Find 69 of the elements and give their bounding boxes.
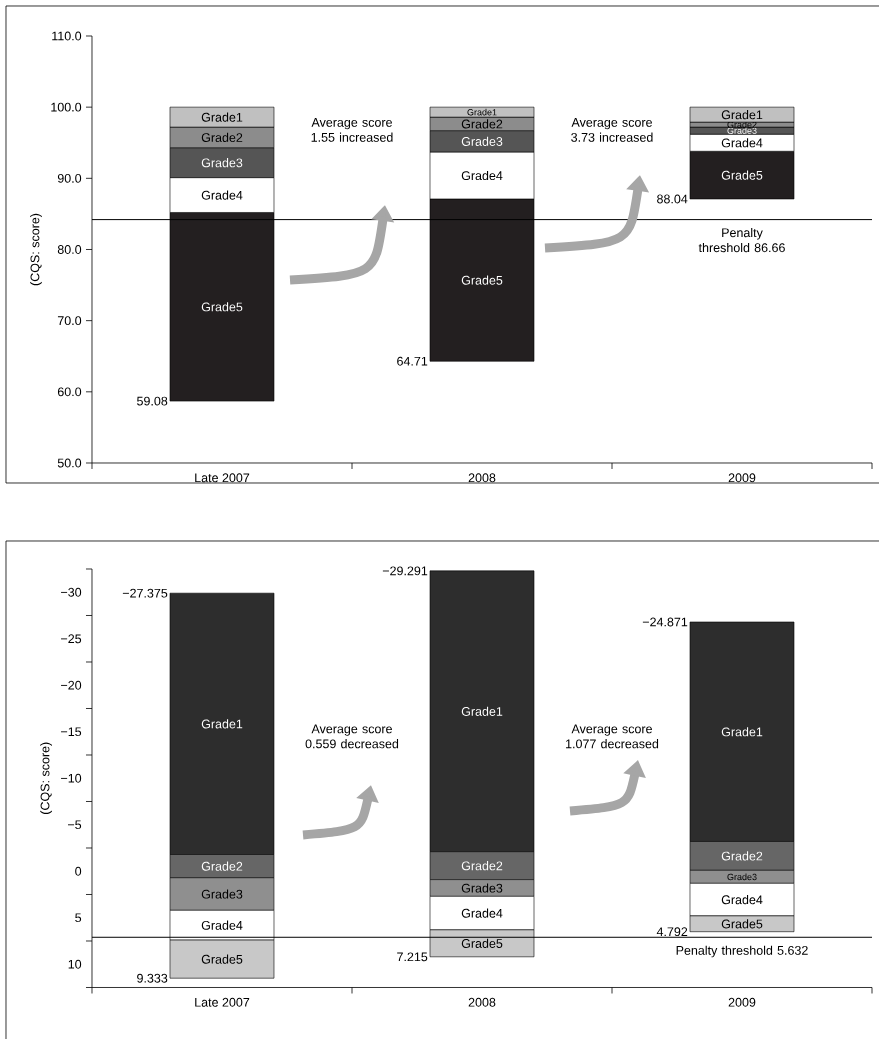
y-tick-label: 0 [75, 866, 82, 876]
series-label: Grade2 [201, 861, 243, 871]
y-tick-label: −25 [61, 634, 82, 644]
y-tick-label: −15 [61, 727, 82, 737]
series-label: Grade5 [721, 919, 763, 929]
y-tick-label: 60.0 [57, 387, 82, 397]
text: Grade3 [201, 889, 243, 899]
annotation: 9.333 [137, 973, 168, 983]
text: Grade3 [201, 158, 243, 168]
text: Grade5 [201, 302, 243, 312]
series-label: Grade5 [721, 170, 763, 180]
series-label: Grade3 [727, 873, 757, 881]
ref-line-label: Penalty threshold 5.632 [676, 945, 808, 958]
y-tick-label: 100.0 [51, 102, 82, 112]
text: Grade4 [721, 895, 763, 905]
text: Grade5 [201, 954, 243, 964]
text: Grade5 [461, 938, 503, 948]
annotation: 4.792 [656, 927, 688, 937]
y-tick-label: −5 [67, 820, 82, 830]
y-tick-label: 50.0 [57, 458, 82, 468]
annotation: −29.291 [382, 566, 428, 576]
series-label: Grade4 [721, 138, 763, 148]
annotation: −24.871 [642, 617, 688, 627]
text: Grade2 [461, 861, 503, 871]
ref-line-label: Penalty threshold 86.66 [698, 227, 785, 253]
y-tick-label: 10 [68, 959, 82, 969]
y-tick-label: −10 [61, 773, 82, 783]
x-tick-label: 2008 [468, 997, 496, 1007]
x-tick-label: Late 2007 [195, 473, 250, 483]
text: Grade1 [721, 110, 763, 120]
annotation: 7.215 [397, 952, 428, 962]
text: Grade3 [461, 136, 503, 146]
text: Grade4 [461, 908, 503, 918]
y-tick-label: 70.0 [57, 316, 82, 326]
y-tick-label: 5 [75, 913, 82, 923]
x-tick-label: Late 2007 [195, 997, 250, 1007]
y-tick-label: −20 [61, 680, 82, 690]
x-tick-label: 2009 [728, 473, 756, 483]
text: Grade1 [201, 112, 243, 122]
annotation: 64.71 [397, 356, 428, 366]
text: Grade5 [461, 275, 503, 285]
annotation: Average score 1.55 increased [311, 118, 393, 142]
series-label: Grade2 [727, 121, 757, 128]
text: Grade1 [201, 719, 243, 729]
x-tick-label: 2009 [728, 997, 756, 1007]
series-label: Grade4 [201, 920, 243, 930]
annotation: 59.08 [137, 396, 168, 406]
text: Grade3 [461, 883, 503, 893]
text: Grade2 [461, 119, 503, 129]
text: Grade4 [201, 190, 243, 200]
y-tick-label: 80.0 [57, 245, 82, 254]
series-label: Grade1 [467, 108, 497, 116]
text: Grade4 [461, 170, 503, 181]
annotation: Average score 1.077 decreased [566, 724, 659, 749]
y-tick-label: 90.0 [57, 173, 82, 183]
annotation: 88.04 [657, 194, 688, 204]
text: Grade2 [721, 851, 763, 861]
y-axis-title: (CQS: score) [30, 213, 42, 286]
text: Grade1 [721, 727, 763, 737]
y-tick-label: 110.0 [52, 31, 82, 41]
annotation: Average score 3.73 increased [571, 118, 653, 142]
annotation: Average score 0.559 decreased [305, 724, 399, 749]
y-axis-title: (CQS: score) [40, 742, 52, 814]
text: Grade2 [201, 132, 243, 142]
annotation: −27.375 [122, 588, 168, 598]
series-label: Grade3 [727, 127, 757, 134]
y-tick-label: −30 [61, 587, 82, 597]
series-label: Grade1 [461, 706, 503, 716]
x-tick-label: 2008 [468, 473, 496, 483]
